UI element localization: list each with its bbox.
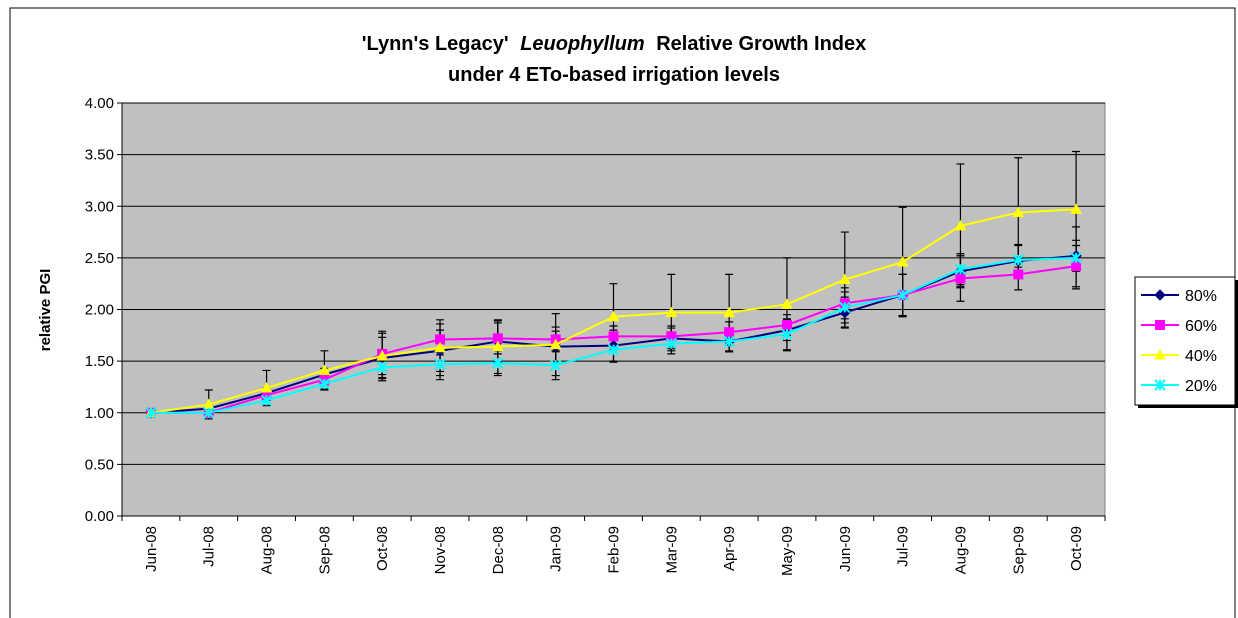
legend-label: 20% (1185, 378, 1217, 395)
marker (781, 328, 793, 340)
marker (376, 361, 388, 374)
x-tick-label: Feb-09 (606, 526, 623, 574)
x-tick-label: Nov-08 (432, 526, 449, 574)
y-tick-label: 4.00 (85, 95, 114, 112)
marker (838, 273, 851, 285)
legend-label: 60% (1185, 318, 1217, 335)
y-tick-label: 2.00 (85, 302, 114, 319)
marker (376, 349, 389, 361)
y-axis-title: relative PGI (37, 269, 54, 352)
y-tick-label: 0.50 (85, 456, 114, 473)
title-part: 'Lynn's Legacy' (362, 33, 509, 55)
marker (607, 344, 620, 356)
marker (145, 407, 157, 419)
marker (203, 407, 215, 419)
legend-marker (1154, 348, 1166, 360)
y-tick-label: 1.00 (85, 405, 114, 422)
chart-title: 'Lynn's Legacy' Leuophyllum Relative Gro… (362, 33, 867, 55)
x-tick-label: Aug-09 (952, 526, 969, 574)
marker (954, 263, 967, 275)
x-tick-label: Oct-09 (1068, 526, 1085, 571)
marker (955, 273, 966, 284)
legend-marker (1154, 289, 1166, 301)
legend (1134, 276, 1236, 406)
x-tick-label: Sep-09 (1010, 526, 1027, 574)
x-tick-label: Sep-08 (316, 526, 333, 574)
marker (896, 255, 909, 267)
legend-marker (1154, 379, 1166, 391)
x-tick-label: Jan-09 (548, 526, 565, 572)
marker (724, 327, 735, 338)
x-tick-label: Jul-08 (201, 526, 218, 567)
marker (781, 319, 792, 330)
x-tick-label: Jul-09 (895, 526, 912, 567)
x-tick-label: Jun-09 (837, 526, 854, 572)
marker (607, 310, 620, 322)
x-tick-label: Mar-09 (663, 526, 680, 574)
marker (318, 364, 331, 375)
marker (434, 358, 446, 370)
chart-subtitle: under 4 ETo-based irrigation levels (448, 64, 780, 86)
marker (1071, 261, 1082, 272)
x-tick-label: Aug-08 (259, 526, 276, 574)
title-part: Leuophyllum (520, 33, 644, 55)
marker (723, 306, 735, 318)
marker (492, 357, 504, 369)
marker (549, 359, 562, 371)
title-part: Relative Growth Index (656, 33, 866, 55)
x-tick-label: Jun-08 (143, 526, 160, 572)
marker (1013, 269, 1024, 280)
marker (492, 340, 504, 352)
marker (1070, 203, 1082, 214)
legend-label: 40% (1185, 348, 1217, 365)
x-tick-label: May-09 (779, 526, 796, 576)
y-tick-label: 3.50 (85, 147, 114, 164)
marker (665, 306, 678, 318)
marker (1012, 206, 1025, 217)
marker (260, 381, 273, 393)
marker (781, 298, 793, 309)
marker (549, 338, 562, 350)
x-tick-label: Dec-08 (490, 526, 507, 574)
marker (1070, 252, 1082, 264)
legend-label: 80% (1185, 288, 1217, 305)
marker (434, 341, 446, 353)
x-tick-label: Apr-09 (721, 526, 738, 571)
marker (723, 335, 735, 348)
marker (665, 337, 678, 350)
marker (318, 378, 331, 390)
legend-marker (1155, 320, 1165, 330)
marker (1012, 254, 1024, 266)
x-tick-label: Oct-08 (374, 526, 391, 571)
marker (954, 219, 967, 231)
marker (896, 289, 909, 301)
y-tick-label: 1.50 (85, 353, 114, 370)
marker (260, 394, 273, 407)
marker (839, 301, 851, 314)
y-tick-label: 0.00 (85, 508, 114, 525)
y-tick-label: 3.00 (85, 198, 114, 215)
y-tick-label: 2.50 (85, 250, 114, 267)
marker (608, 331, 619, 342)
